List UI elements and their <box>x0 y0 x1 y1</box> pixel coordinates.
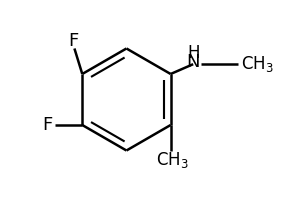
Text: F: F <box>68 32 79 50</box>
Text: F: F <box>42 116 52 134</box>
Text: CH$_3$: CH$_3$ <box>241 54 273 74</box>
Text: H: H <box>187 44 200 62</box>
Text: N: N <box>186 53 200 71</box>
Text: CH$_3$: CH$_3$ <box>156 150 189 170</box>
